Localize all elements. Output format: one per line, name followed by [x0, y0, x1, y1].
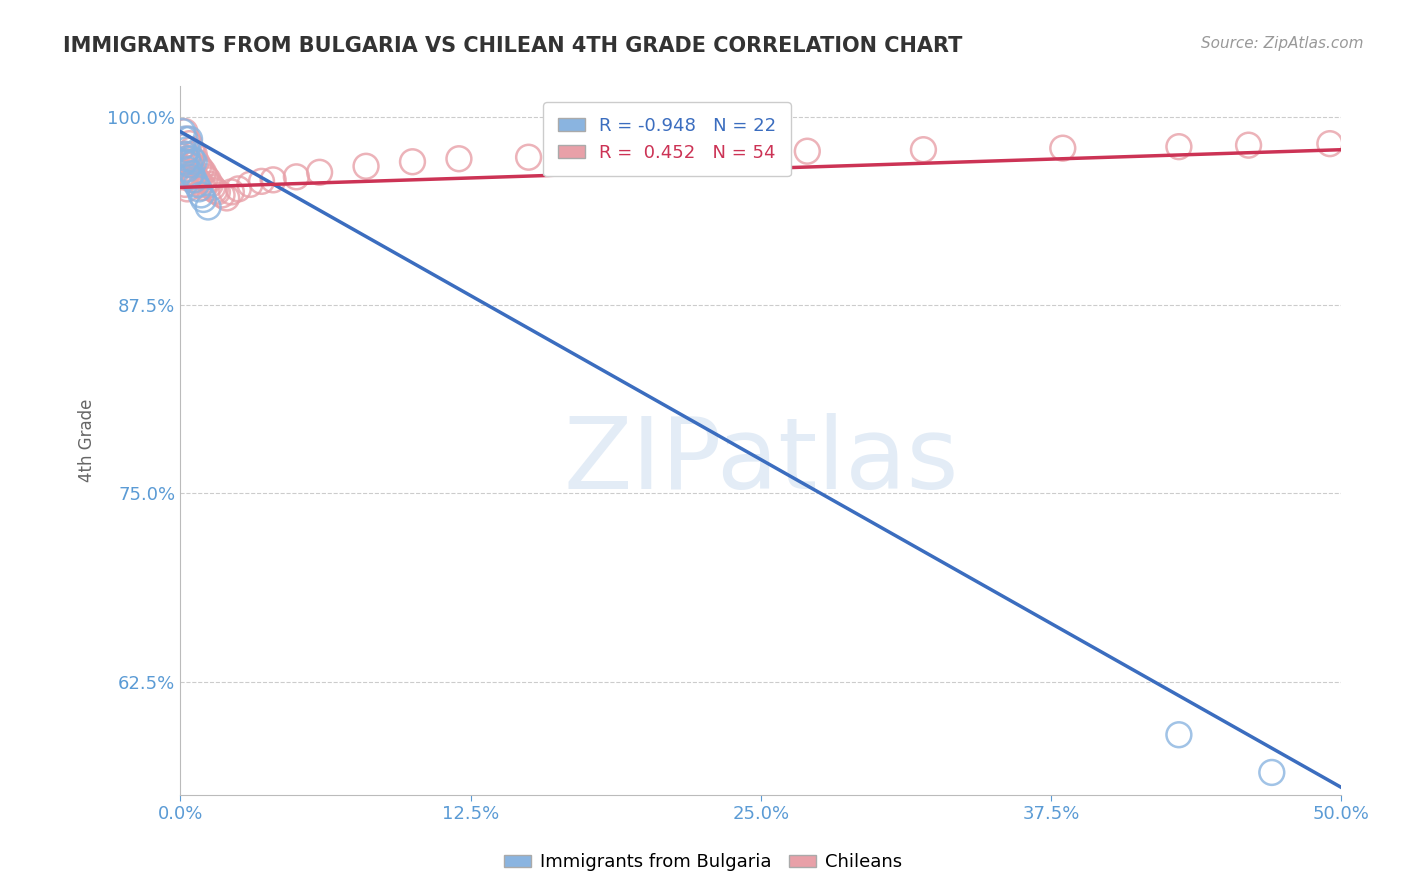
Point	[215, 191, 238, 205]
Point	[211, 188, 233, 202]
Text: Source: ZipAtlas.com: Source: ZipAtlas.com	[1201, 36, 1364, 51]
Point	[176, 143, 198, 157]
Point	[201, 180, 224, 194]
Point	[308, 165, 330, 179]
Text: ZIPatlas: ZIPatlas	[564, 414, 959, 510]
Point	[183, 173, 205, 187]
Point	[1319, 136, 1341, 151]
Point	[179, 154, 201, 169]
Point	[250, 174, 273, 188]
Legend: Immigrants from Bulgaria, Chileans: Immigrants from Bulgaria, Chileans	[496, 847, 910, 879]
Point	[200, 178, 222, 192]
Point	[401, 154, 423, 169]
Point	[912, 143, 935, 157]
Point	[172, 154, 194, 169]
Point	[173, 147, 195, 161]
Point	[183, 167, 205, 181]
Point	[173, 132, 195, 146]
Point	[190, 188, 212, 202]
Text: IMMIGRANTS FROM BULGARIA VS CHILEAN 4TH GRADE CORRELATION CHART: IMMIGRANTS FROM BULGARIA VS CHILEAN 4TH …	[63, 36, 963, 55]
Point	[447, 152, 470, 166]
Point	[588, 147, 610, 161]
Point	[176, 152, 198, 166]
Point	[262, 173, 284, 187]
Point	[207, 185, 229, 199]
Legend: R = -0.948   N = 22, R =  0.452   N = 54: R = -0.948 N = 22, R = 0.452 N = 54	[544, 103, 792, 177]
Point	[1237, 138, 1260, 153]
Point	[172, 139, 194, 153]
Point	[285, 169, 308, 184]
Point	[517, 150, 540, 164]
Point	[197, 200, 219, 214]
Point	[173, 154, 195, 169]
Point	[176, 132, 198, 146]
Y-axis label: 4th Grade: 4th Grade	[79, 399, 96, 483]
Point	[179, 136, 201, 151]
Point	[1167, 728, 1189, 742]
Point	[173, 162, 195, 177]
Point	[194, 169, 217, 184]
Point	[173, 178, 195, 192]
Point	[190, 162, 212, 177]
Point	[187, 182, 209, 196]
Point	[1052, 141, 1074, 155]
Point	[187, 174, 209, 188]
Point	[186, 154, 208, 169]
Point	[193, 193, 215, 207]
Point	[179, 169, 201, 184]
Point	[1167, 139, 1189, 153]
Point	[193, 180, 215, 194]
Point	[176, 165, 198, 179]
Point	[187, 159, 209, 173]
Point	[190, 178, 212, 192]
Point	[204, 183, 226, 197]
Point	[180, 173, 202, 187]
Point	[221, 185, 243, 199]
Point	[180, 152, 202, 166]
Point	[173, 125, 195, 139]
Point	[226, 182, 249, 196]
Point	[186, 173, 208, 187]
Point	[239, 178, 262, 192]
Point	[354, 159, 377, 173]
Point	[681, 145, 703, 160]
Point	[176, 182, 198, 196]
Point	[180, 158, 202, 172]
Point	[197, 173, 219, 187]
Point	[183, 147, 205, 161]
Point	[796, 145, 818, 159]
Point	[173, 147, 195, 161]
Point	[193, 165, 215, 179]
Point	[172, 139, 194, 153]
Point	[176, 152, 198, 166]
Point	[179, 158, 201, 172]
Point	[186, 178, 208, 192]
Point	[179, 169, 201, 184]
Point	[176, 162, 198, 177]
Point	[179, 132, 201, 146]
Point	[1261, 765, 1284, 780]
Point	[183, 154, 205, 169]
Point	[172, 125, 194, 139]
Point	[180, 143, 202, 157]
Point	[180, 167, 202, 181]
Point	[172, 169, 194, 184]
